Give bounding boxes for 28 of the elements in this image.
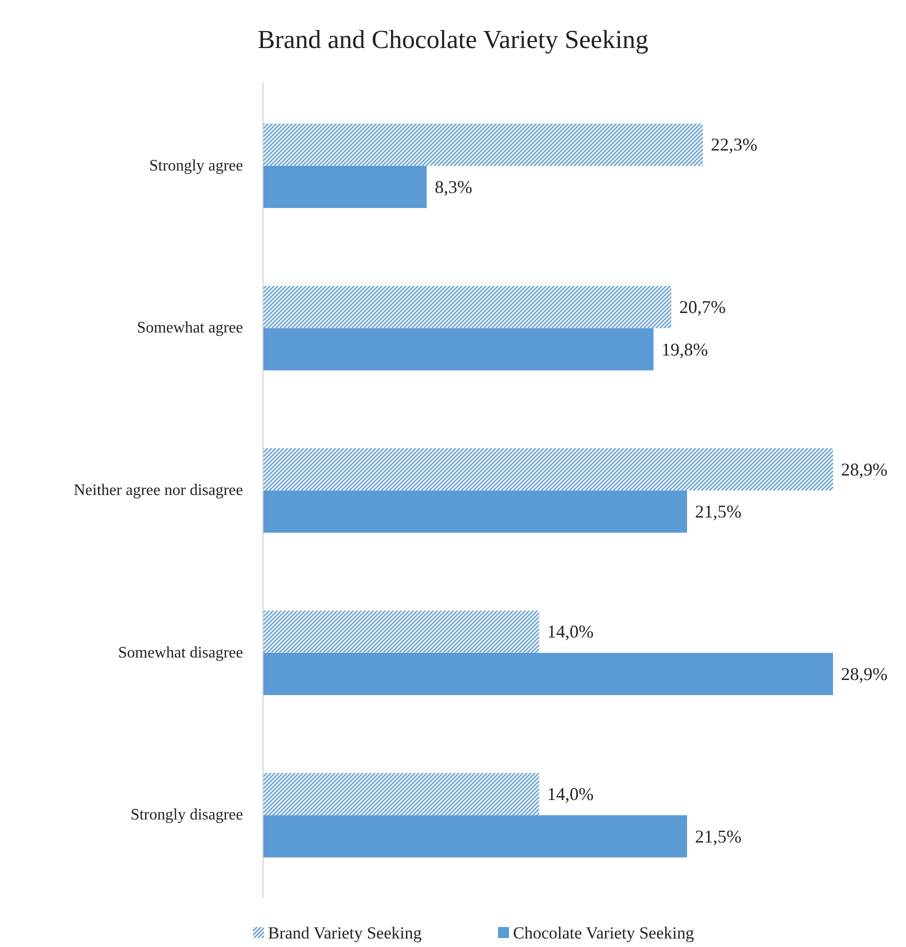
y-tick-label: Somewhat disagree (118, 644, 243, 662)
bar (263, 652, 833, 696)
data-label: 19,8% (662, 339, 708, 360)
y-tick-label: Strongly agree (149, 157, 243, 174)
chart-title: Brand and Chocolate Variety Seeking (258, 25, 648, 54)
legend-label: Chocolate Variety Seeking (513, 924, 694, 942)
bar (263, 328, 654, 370)
data-label: 14,0% (547, 784, 594, 804)
data-label: 22,3% (710, 134, 758, 155)
bar (263, 166, 427, 208)
bar (263, 815, 688, 858)
data-label: 14,0% (547, 622, 594, 642)
bar (263, 448, 833, 490)
data-label: 8,3% (434, 176, 472, 197)
bar (263, 286, 672, 328)
data-label: 21,5% (695, 502, 742, 522)
y-tick-label: Strongly disagree (130, 806, 243, 824)
y-tick-label: Neither agree nor disagree (74, 482, 243, 499)
y-tick-label: Somewhat agree (136, 320, 243, 337)
data-label: 28,9% (841, 664, 888, 684)
legend-label: Brand Variety Seeking (268, 924, 422, 942)
data-label: 28,9% (841, 459, 888, 480)
bar (263, 490, 688, 533)
data-label: 21,5% (695, 826, 742, 846)
bar (263, 124, 703, 166)
bar (263, 772, 540, 816)
bar (263, 610, 540, 653)
data-label: 20,7% (679, 297, 726, 318)
